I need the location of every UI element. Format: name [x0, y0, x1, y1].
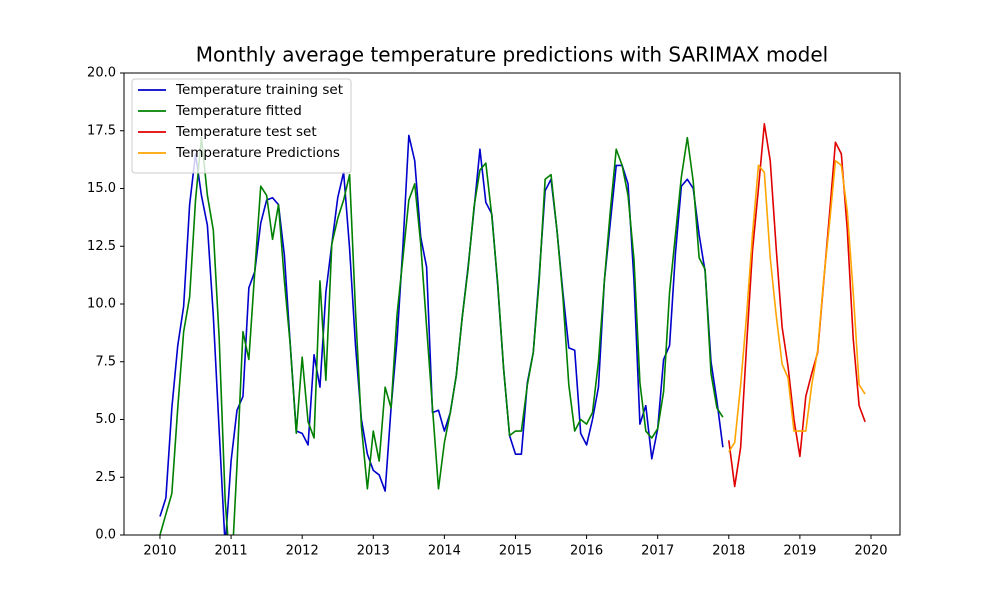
x-tick-label: 2015	[499, 544, 532, 559]
y-tick-label: 20.0	[87, 66, 116, 81]
legend-box	[131, 78, 352, 174]
y-tick-label: 10.0	[87, 297, 116, 312]
chart-title: Monthly average temperature predictions …	[196, 43, 828, 67]
x-tick-label: 2014	[428, 544, 461, 559]
x-tick-label: 2019	[783, 544, 816, 559]
x-tick-label: 2010	[143, 544, 176, 559]
legend-label: Temperature training set	[175, 82, 343, 98]
y-tick-label: 17.5	[87, 123, 116, 138]
y-tick-label: 5.0	[95, 412, 116, 427]
x-tick-label: 2018	[712, 544, 745, 559]
y-tick-label: 2.5	[95, 470, 116, 485]
y-tick-label: 0.0	[95, 528, 116, 543]
x-tick-label: 2011	[215, 544, 248, 559]
legend-label: Temperature test set	[175, 124, 317, 140]
x-tick-label: 2013	[357, 544, 390, 559]
x-tick-label: 2017	[641, 544, 674, 559]
legend-label: Temperature fitted	[175, 103, 302, 119]
y-tick-label: 15.0	[87, 181, 116, 196]
plot-lines	[159, 123, 866, 535]
series-line	[728, 159, 866, 453]
x-tick-label: 2020	[854, 544, 887, 559]
x-tick-label: 2012	[286, 544, 319, 559]
y-tick-label: 7.5	[95, 354, 116, 369]
legend: Temperature training set Temperature fitt…	[131, 78, 352, 174]
legend-label: Temperature Predictions	[175, 145, 340, 161]
y-tick-label: 12.5	[87, 239, 116, 254]
series-line	[727, 123, 866, 488]
x-tick-label: 2016	[570, 544, 603, 559]
series-line	[159, 136, 724, 535]
